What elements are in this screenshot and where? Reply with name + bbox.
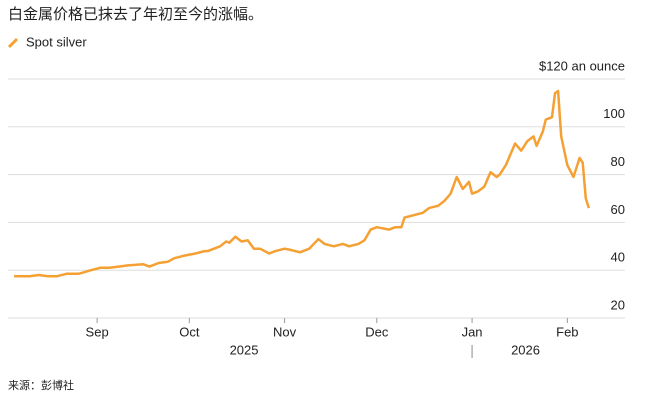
year-label: 2025 bbox=[230, 342, 259, 357]
y-tick-label: 80 bbox=[611, 154, 625, 169]
legend-label: Spot silver bbox=[26, 34, 87, 49]
y-tick-label: 20 bbox=[611, 297, 625, 312]
source: 来源：彭博社 bbox=[8, 378, 74, 392]
x-tick-label: Nov bbox=[273, 324, 297, 339]
x-tick-label: Sep bbox=[86, 324, 109, 339]
x-tick-label: Oct bbox=[179, 324, 200, 339]
chart-title: 白金属价格已抹去了年初至今的涨幅。 bbox=[8, 6, 263, 23]
year-label: 2026 bbox=[511, 342, 540, 357]
y-tick-label: 60 bbox=[611, 202, 625, 217]
legend-swatch bbox=[7, 37, 19, 49]
x-tick-label: Dec bbox=[365, 324, 389, 339]
y-tick-label: 40 bbox=[611, 250, 625, 265]
y-tick-label: $120 an ounce bbox=[539, 58, 625, 73]
x-tick-label: Feb bbox=[556, 324, 578, 339]
y-tick-label: 100 bbox=[603, 106, 625, 121]
x-tick-label: Jan bbox=[462, 324, 483, 339]
line bbox=[14, 89, 591, 278]
